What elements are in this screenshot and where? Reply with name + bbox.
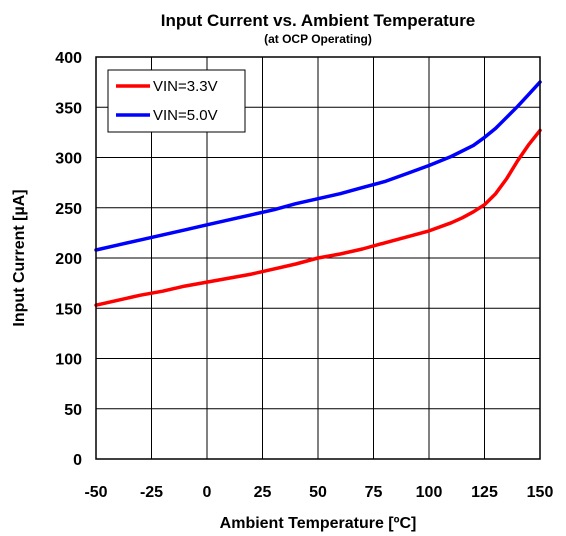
legend-box bbox=[107, 69, 246, 133]
x-tick-label: 100 bbox=[416, 484, 443, 501]
series-line-1 bbox=[94, 128, 542, 307]
x-tick-label: -25 bbox=[140, 484, 163, 501]
y-tick-label: 200 bbox=[55, 251, 82, 268]
chart-title: Input Current vs. Ambient Temperature bbox=[161, 11, 476, 30]
legend-label-1: VIN=3.3V bbox=[153, 78, 218, 95]
x-tick-label: 150 bbox=[527, 484, 554, 501]
x-axis-label: Ambient Temperature [ºC] bbox=[220, 515, 417, 532]
y-tick-label: 250 bbox=[55, 201, 82, 218]
x-tick-label: 75 bbox=[365, 484, 383, 501]
x-tick-label: 25 bbox=[254, 484, 272, 501]
chart-subtitle: (at OCP Operating) bbox=[264, 32, 372, 46]
y-tick-labels: 0 50 100 150 200 250 300 350 400 bbox=[55, 50, 82, 469]
legend: VIN=3.3V VIN=5.0V bbox=[107, 69, 246, 133]
y-tick-label: 300 bbox=[55, 151, 82, 168]
series-line-2 bbox=[94, 80, 542, 252]
plot-series bbox=[94, 80, 542, 307]
x-tick-label: 0 bbox=[203, 484, 212, 501]
x-tick-labels: -50 -25 0 25 50 75 100 125 150 bbox=[84, 484, 553, 501]
y-axis-label: Input Current [µA] bbox=[11, 189, 28, 326]
x-tick-label: -50 bbox=[84, 484, 107, 501]
x-tick-label: 125 bbox=[471, 484, 498, 501]
y-tick-label: 350 bbox=[55, 100, 82, 117]
y-tick-label: 400 bbox=[55, 50, 82, 67]
y-tick-label: 100 bbox=[55, 352, 82, 369]
legend-label-2: VIN=5.0V bbox=[153, 107, 218, 124]
y-tick-label: 150 bbox=[55, 301, 82, 318]
y-tick-label: 0 bbox=[73, 452, 82, 469]
x-tick-label: 50 bbox=[309, 484, 327, 501]
plot-area-frame bbox=[95, 56, 541, 460]
y-tick-label: 50 bbox=[64, 402, 82, 419]
